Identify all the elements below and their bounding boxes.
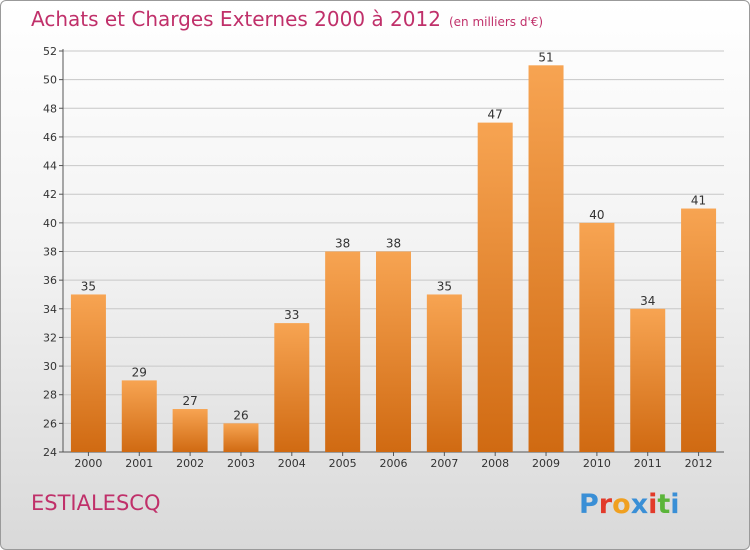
data-label: 35 [81, 279, 96, 293]
y-tick-label: 36 [43, 274, 57, 287]
bar [70, 294, 106, 452]
y-tick-label: 40 [43, 217, 57, 230]
x-tick-label: 2008 [481, 457, 509, 470]
data-label: 33 [284, 308, 299, 322]
data-label: 34 [640, 294, 655, 308]
y-tick-label: 30 [43, 360, 57, 373]
data-label: 35 [437, 279, 452, 293]
logo-letter: i [648, 489, 658, 520]
bar [121, 380, 157, 452]
x-tick-label: 2007 [430, 457, 458, 470]
y-tick-label: 42 [43, 188, 57, 201]
chart-title: Achats et Charges Externes 2000 à 2012 (e… [31, 7, 543, 31]
x-tick-label: 2012 [685, 457, 713, 470]
data-label: 47 [488, 108, 503, 122]
logo-letter: o [612, 489, 631, 520]
data-label: 51 [538, 50, 553, 64]
bar [376, 251, 411, 452]
bar [477, 122, 513, 452]
y-tick-label: 38 [43, 246, 57, 259]
x-tick-label: 2004 [278, 457, 306, 470]
bar [274, 323, 310, 452]
x-tick-label: 2006 [380, 457, 408, 470]
proxiti-logo[interactable]: Proxiti [579, 489, 680, 520]
bar [528, 65, 564, 453]
y-tick-label: 28 [43, 389, 57, 402]
y-tick-label: 52 [43, 45, 57, 58]
logo-letter: t [657, 489, 671, 520]
bar [325, 251, 361, 452]
y-tick-label: 44 [43, 160, 57, 173]
y-tick-label: 26 [43, 417, 57, 430]
bar [681, 208, 717, 452]
logo-letter: x [630, 489, 649, 520]
x-tick-label: 2010 [583, 457, 611, 470]
x-tick-label: 2000 [74, 457, 102, 470]
chart-unit: (en milliers d'€) [448, 15, 544, 29]
chart-title-text: Achats et Charges Externes 2000 à 2012 [31, 7, 441, 31]
commune-name: ESTIALESCQ [31, 491, 161, 515]
data-label: 38 [335, 237, 350, 251]
bar [630, 308, 666, 452]
y-tick-label: 48 [43, 102, 57, 115]
y-tick-label: 24 [43, 446, 57, 459]
data-label: 41 [691, 194, 706, 208]
x-tick-label: 2003 [227, 457, 255, 470]
x-tick-label: 2002 [176, 457, 204, 470]
y-tick-label: 50 [43, 74, 57, 87]
logo-letter: r [598, 489, 613, 520]
bar [579, 222, 615, 452]
x-tick-label: 2005 [329, 457, 357, 470]
x-tick-label: 2001 [125, 457, 153, 470]
bar [426, 294, 462, 452]
data-label: 40 [589, 208, 604, 222]
bar [172, 409, 208, 452]
logo-letter: P [579, 489, 599, 520]
data-label: 38 [386, 237, 401, 251]
data-label: 26 [233, 408, 248, 422]
logo-letter: i [670, 489, 680, 520]
bars [70, 65, 717, 453]
x-tick-label: 2011 [634, 457, 662, 470]
y-tick-label: 34 [43, 303, 57, 316]
labels: 35 29 27 26 33 38 38 35 47 51 40 34 41 [81, 50, 706, 422]
data-label: 29 [132, 365, 147, 379]
bar [223, 423, 259, 452]
x-tick-label: 2009 [532, 457, 560, 470]
y-tick-label: 32 [43, 331, 57, 344]
data-label: 27 [182, 394, 197, 408]
y-tick-label: 46 [43, 131, 57, 144]
